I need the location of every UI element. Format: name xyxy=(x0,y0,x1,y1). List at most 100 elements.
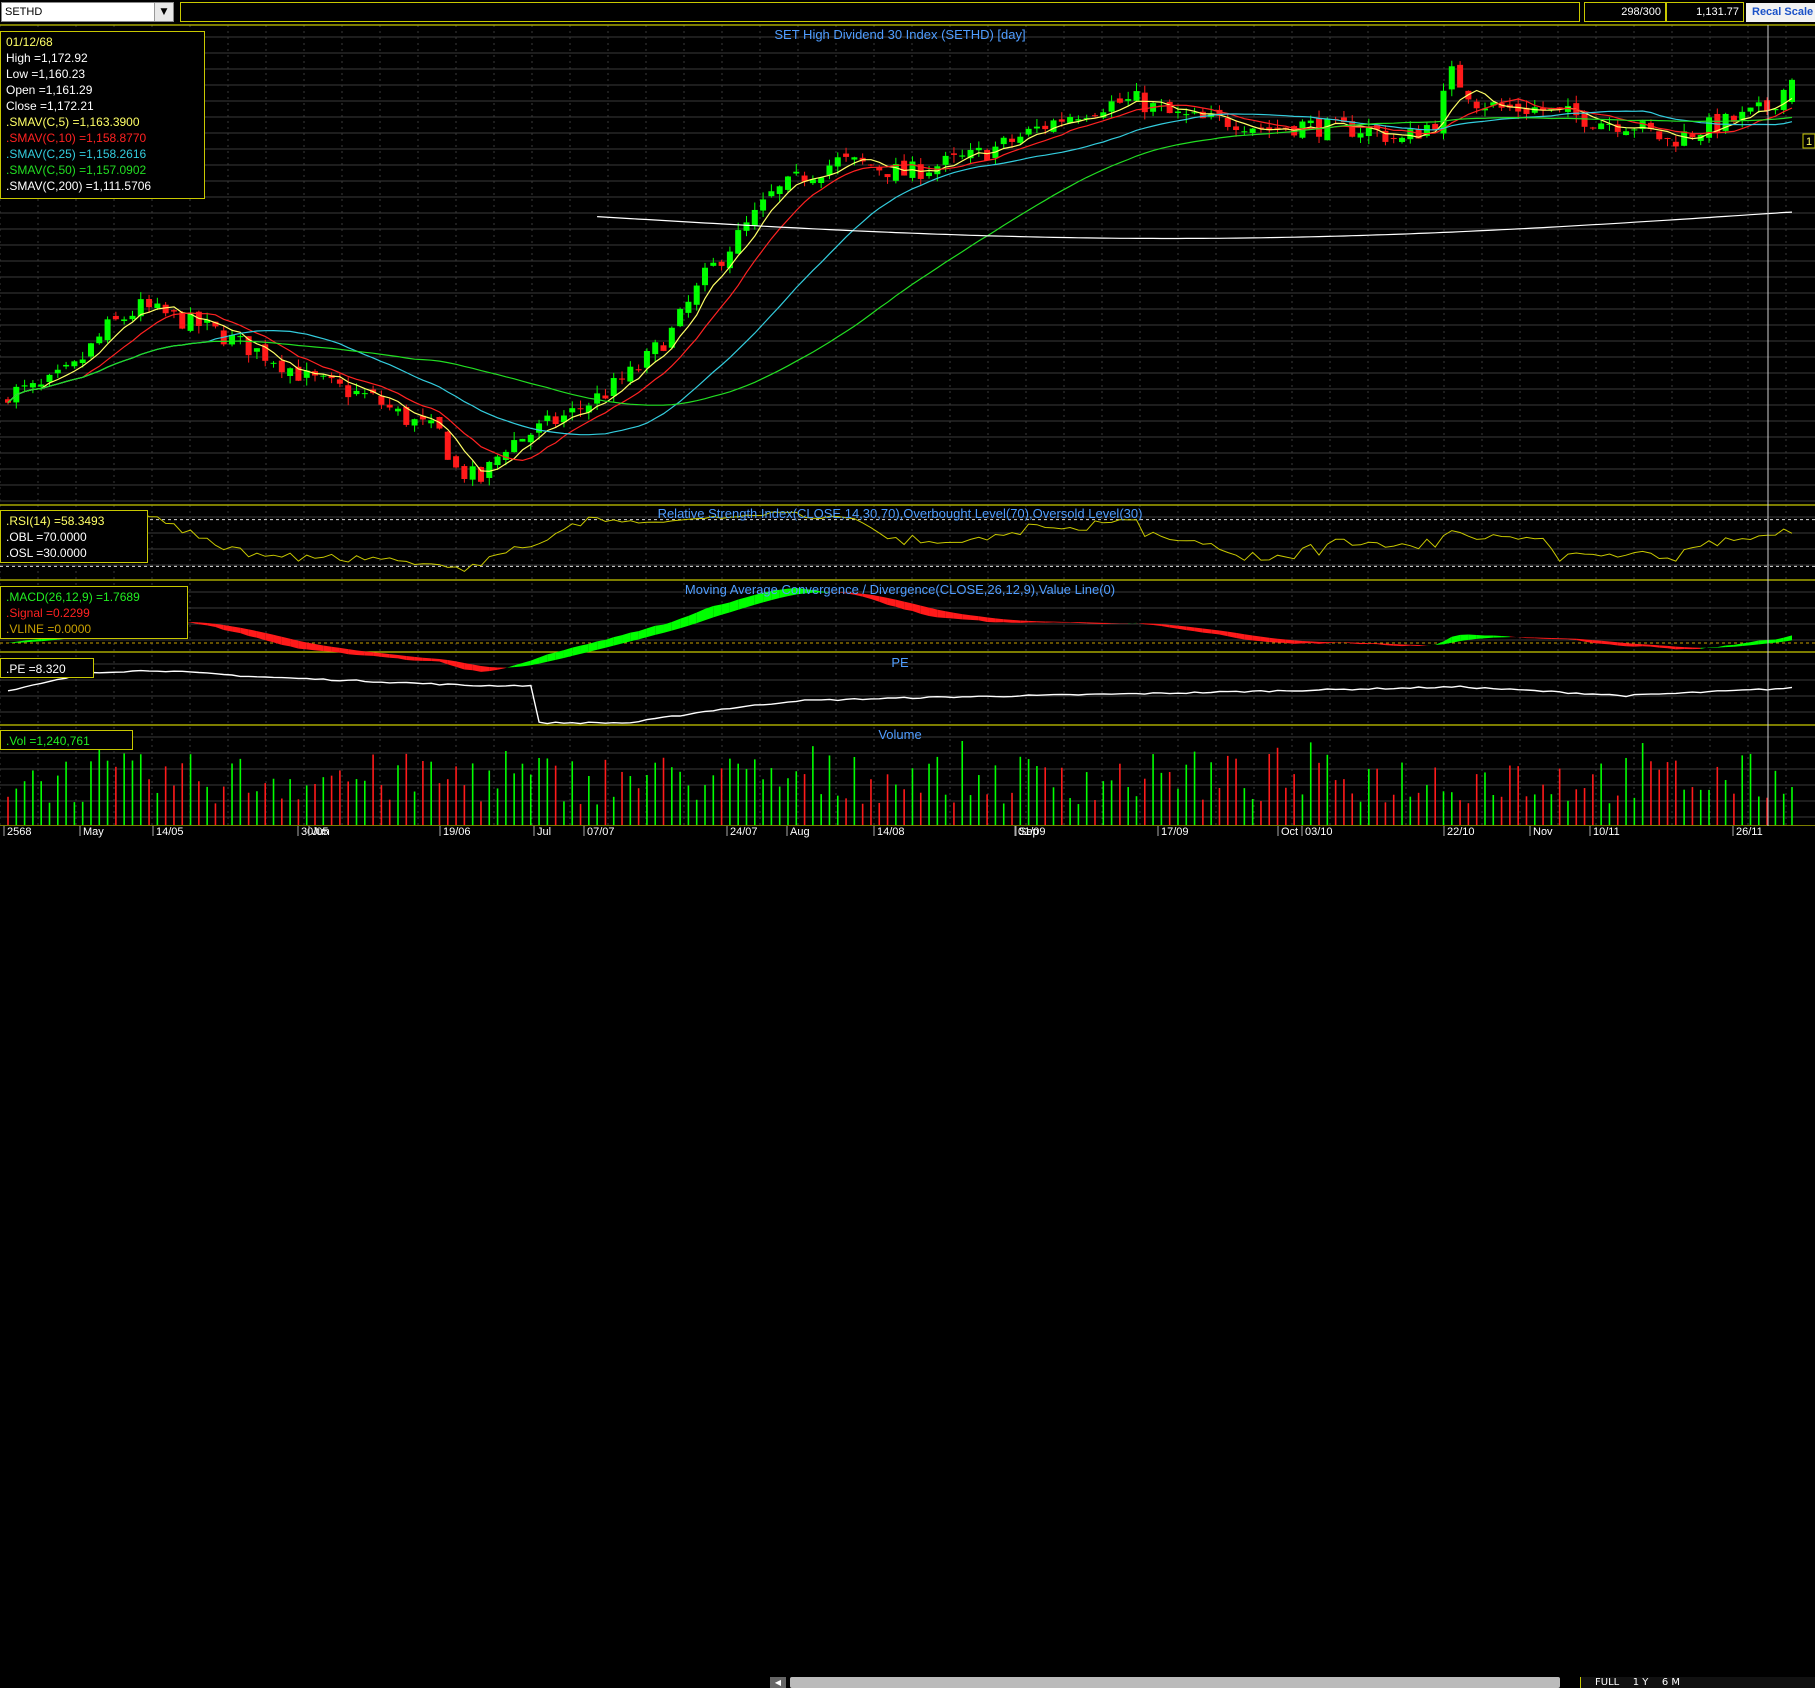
macd-panel-title: Moving Average Convergence / Divergence(… xyxy=(685,582,1115,597)
ma-line-25 xyxy=(8,111,1792,435)
candle xyxy=(478,467,484,482)
macd-band xyxy=(1062,622,1070,623)
macd-band xyxy=(1278,639,1286,643)
macd-band xyxy=(506,665,514,668)
macd-band xyxy=(1543,638,1551,639)
macd-band xyxy=(489,667,497,671)
horizontal-scrollbar[interactable] xyxy=(790,1677,1560,1688)
candle xyxy=(627,367,633,382)
macd-band xyxy=(730,600,738,613)
x-axis-label: Nov xyxy=(1533,826,1553,838)
candle xyxy=(636,369,642,370)
macd-band xyxy=(1178,626,1186,631)
macd-band xyxy=(249,629,257,637)
macd-band xyxy=(722,602,730,614)
macd-band xyxy=(323,645,331,651)
macd-band xyxy=(265,633,273,642)
candle xyxy=(652,342,658,354)
candle xyxy=(868,165,874,166)
macd-band xyxy=(340,648,348,654)
candle xyxy=(1781,90,1787,110)
candle xyxy=(113,316,119,319)
candle xyxy=(345,385,351,397)
macd-band xyxy=(995,618,1003,622)
candle xyxy=(121,319,127,321)
nav-full[interactable]: FULL xyxy=(1595,1677,1619,1688)
scroll-left-icon[interactable]: ◀ xyxy=(770,1677,786,1688)
macd-band xyxy=(1643,644,1651,646)
candle xyxy=(1590,128,1596,129)
macd-band xyxy=(1659,645,1667,648)
info-low: Low =1,160.23 xyxy=(6,66,199,82)
candlestick-series xyxy=(5,61,1795,486)
macd-band xyxy=(946,611,954,618)
candle xyxy=(1117,98,1123,102)
candle xyxy=(677,309,683,326)
candle xyxy=(602,396,608,399)
info-macd: .MACD(26,12,9) =1.7689 xyxy=(6,589,182,605)
candle xyxy=(1399,138,1405,142)
candle xyxy=(1034,127,1040,129)
candle xyxy=(553,416,559,424)
macd-band xyxy=(1294,640,1302,643)
candle xyxy=(30,383,36,387)
candle xyxy=(735,230,741,254)
nav-1y[interactable]: 1 Y xyxy=(1633,1677,1649,1688)
x-axis-label: 17/09 xyxy=(1161,826,1189,838)
candle xyxy=(578,408,584,409)
candle xyxy=(710,263,716,266)
macd-band xyxy=(1394,644,1402,646)
candle xyxy=(80,360,86,364)
candle xyxy=(105,319,111,340)
candle xyxy=(38,384,44,386)
macd-band xyxy=(1759,640,1767,644)
zoom-navigation[interactable]: FULL 1 Y 6 M xyxy=(1580,1677,1815,1688)
candle xyxy=(1358,133,1364,137)
x-axis-label: 26/11 xyxy=(1736,826,1763,838)
macd-band xyxy=(921,606,929,616)
candle xyxy=(362,393,368,394)
ma-line-200 xyxy=(597,212,1792,238)
macd-band xyxy=(680,616,688,628)
macd-band xyxy=(1751,641,1759,646)
macd-band xyxy=(879,596,887,605)
macd-band xyxy=(415,657,423,661)
candle xyxy=(129,316,135,319)
candle xyxy=(1009,139,1015,142)
candle xyxy=(146,299,152,307)
macd-band xyxy=(572,646,580,656)
macd-band xyxy=(1676,647,1684,650)
candle xyxy=(1474,102,1480,109)
macd-band xyxy=(622,633,630,644)
candle xyxy=(594,393,600,403)
candle xyxy=(88,343,94,356)
candle xyxy=(976,148,982,150)
macd-band xyxy=(199,622,207,625)
volume-info-box: .Vol =1,240,761 xyxy=(0,730,133,750)
macd-band xyxy=(1485,635,1493,638)
candle xyxy=(378,396,384,405)
macd-band xyxy=(1020,620,1028,622)
candle xyxy=(179,312,185,328)
candle xyxy=(1689,134,1695,137)
candle xyxy=(320,376,326,377)
volume-series xyxy=(8,741,1792,825)
macd-band xyxy=(1054,622,1062,623)
nav-6m[interactable]: 6 M xyxy=(1662,1677,1680,1688)
candle xyxy=(893,164,899,181)
macd-band xyxy=(904,602,912,611)
candle xyxy=(926,173,932,177)
macd-band xyxy=(979,616,987,622)
info-high: High =1,172.92 xyxy=(6,50,199,66)
candle xyxy=(984,150,990,160)
candle xyxy=(719,262,725,266)
macd-band xyxy=(937,610,945,618)
x-axis-label: 14/05 xyxy=(156,826,184,838)
candle xyxy=(1241,131,1247,132)
x-axis-label: 24/07 xyxy=(730,826,758,838)
macd-band xyxy=(1560,638,1568,639)
info-open: Open =1,161.29 xyxy=(6,82,199,98)
moving-average-series xyxy=(8,91,1792,472)
macd-band xyxy=(1684,647,1692,649)
